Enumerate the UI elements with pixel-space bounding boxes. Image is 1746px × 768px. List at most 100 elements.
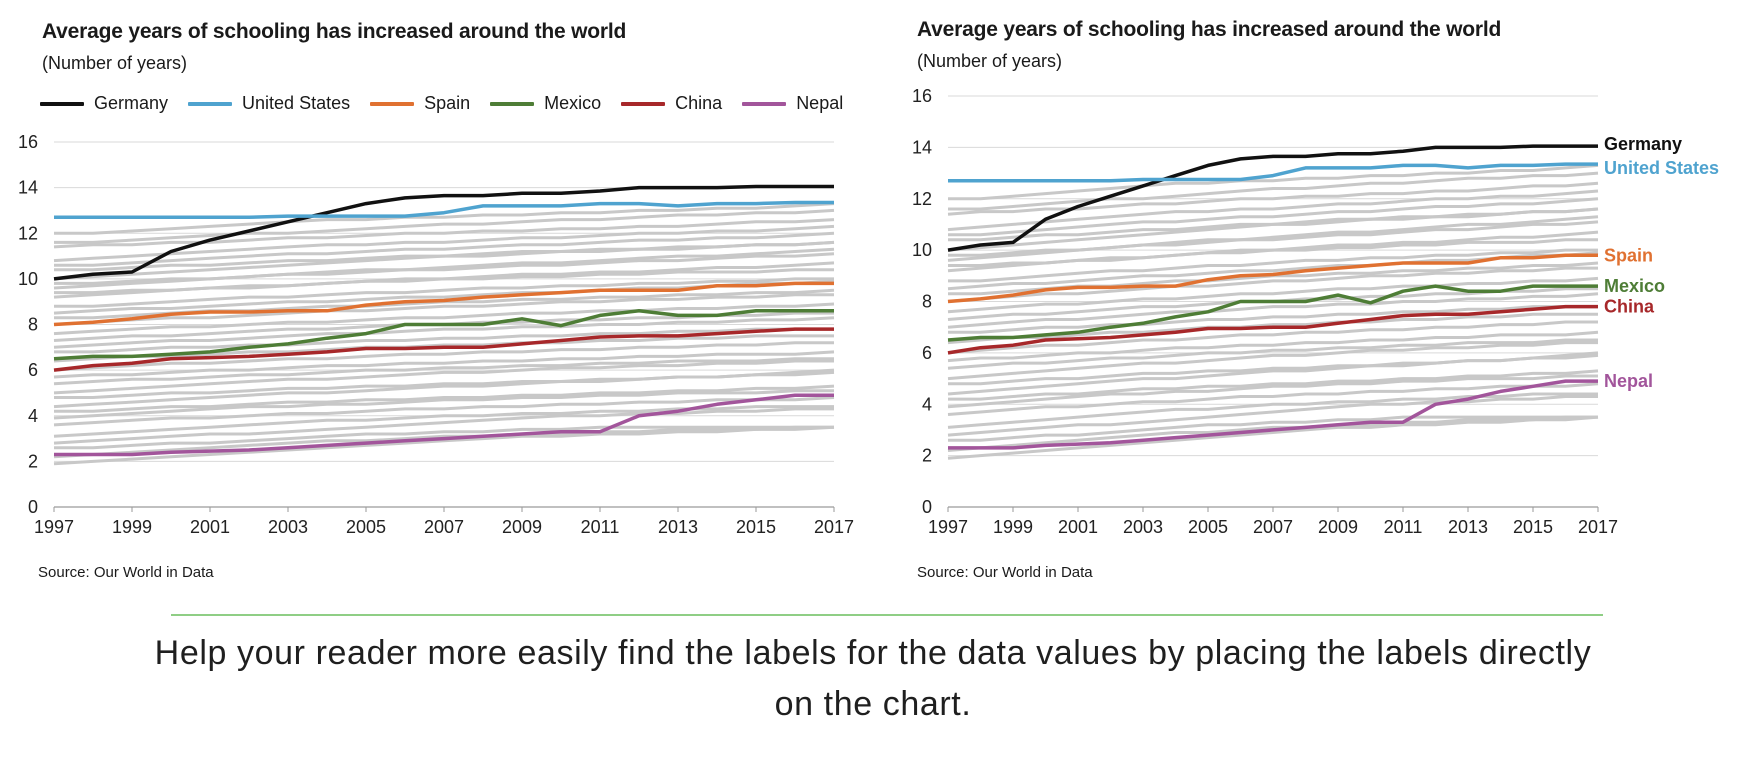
y-tick-label: 2 xyxy=(922,446,932,466)
background-country-line xyxy=(948,197,1599,237)
x-tick-label: 1997 xyxy=(928,517,968,537)
chart-title: Average years of schooling has increased… xyxy=(917,18,1502,41)
background-country-line xyxy=(53,240,835,281)
background-country-line xyxy=(53,396,835,427)
x-tick-label: 2013 xyxy=(1448,517,1488,537)
chart-source: Source: Our World in Data xyxy=(917,564,1093,581)
y-tick-label: 12 xyxy=(912,189,932,209)
background-country-line xyxy=(947,312,1598,345)
legend-swatch xyxy=(40,101,84,106)
background-country-line xyxy=(53,247,835,290)
background-country-line xyxy=(54,231,835,267)
x-tick-label: 2015 xyxy=(736,517,776,537)
y-tick-label: 10 xyxy=(912,240,932,260)
background-country-line xyxy=(53,334,834,363)
series-line-germany xyxy=(53,184,834,281)
series-line-spain xyxy=(53,281,834,327)
background-country-line xyxy=(53,341,834,372)
chart-title: Average years of schooling has increased… xyxy=(42,20,627,43)
x-tick-label: 1997 xyxy=(34,517,74,537)
background-country-line xyxy=(947,215,1599,262)
direct-label-mexico: Mexico xyxy=(1604,276,1665,296)
line-chart-right: 0 2 4 6 8 10 12 14 16 1997 1999 2001 2003 2005 2007 200… xyxy=(912,86,1719,537)
y-tick-label: 16 xyxy=(18,132,38,152)
background-country-line xyxy=(53,405,834,438)
series-line-mexico xyxy=(947,284,1598,342)
x-tick-label: 2009 xyxy=(502,517,542,537)
series-line-china xyxy=(947,304,1598,355)
chart-subtitle: (Number of years) xyxy=(42,53,188,73)
divider-line xyxy=(171,614,1603,616)
x-tick-label: 2001 xyxy=(190,517,230,537)
legend-label: Mexico xyxy=(544,93,602,113)
legend-item-spain: Spain xyxy=(370,93,470,114)
x-tick-label: 2003 xyxy=(1123,517,1163,537)
series-line-united-states xyxy=(948,162,1598,183)
legend-swatch xyxy=(188,101,233,106)
background-country-line xyxy=(947,395,1598,437)
background-country-line xyxy=(948,415,1598,442)
y-tick-label: 12 xyxy=(18,223,38,243)
x-tick-label: 2011 xyxy=(1384,517,1423,537)
background-country-line xyxy=(948,171,1599,211)
x-tick-label: 2015 xyxy=(1513,517,1553,537)
series-line-united-states xyxy=(54,200,834,220)
background-country-line xyxy=(947,351,1599,396)
legend-label: Germany xyxy=(94,93,169,113)
background-country-line xyxy=(947,230,1599,273)
background-country-line xyxy=(948,305,1598,334)
x-tick-label: 2001 xyxy=(1058,517,1098,537)
background-country-line xyxy=(54,208,835,244)
line-chart-left: 0 2 4 6 8 10 12 14 16 1997 1999 2001 2003 2005 2007 200… xyxy=(18,132,854,537)
background-country-line xyxy=(53,368,835,409)
series-line-nepal xyxy=(54,393,834,457)
legend-swatch xyxy=(742,101,787,106)
x-tick-label: 2007 xyxy=(424,517,464,537)
x-tick-label: 1999 xyxy=(993,517,1033,537)
legend-label: China xyxy=(675,93,723,113)
background-country-line xyxy=(54,327,834,354)
legend-item-china: China xyxy=(621,93,722,114)
y-tick-label: 0 xyxy=(28,497,38,517)
left-chart-panel: Average years of schooling has increased… xyxy=(0,0,873,600)
y-tick-label: 4 xyxy=(922,394,932,414)
background-country-line xyxy=(947,392,1598,429)
chart-source: Source: Our World in Data xyxy=(38,564,214,581)
background-country-line xyxy=(947,266,1598,303)
background-country-line xyxy=(53,316,835,349)
series-line-mexico xyxy=(53,309,834,361)
background-country-line xyxy=(948,220,1599,257)
background-country-line xyxy=(947,415,1598,452)
legend-swatch xyxy=(370,101,415,106)
background-country-line xyxy=(947,341,1598,381)
direct-label-united-states: United States xyxy=(1604,158,1719,178)
caption-text: Help your reader more easily find the la… xyxy=(154,634,1592,723)
y-tick-label: 8 xyxy=(28,315,38,335)
y-tick-label: 10 xyxy=(18,269,38,289)
legend-item-germany: Germany xyxy=(40,93,168,114)
chart-subtitle: (Number of years) xyxy=(917,51,1063,71)
background-country-line xyxy=(53,302,835,336)
background-country-line xyxy=(948,369,1599,401)
y-tick-label: 14 xyxy=(18,178,38,198)
direct-label-nepal: Nepal xyxy=(1604,371,1653,391)
y-tick-label: 16 xyxy=(912,86,932,106)
series-line-spain xyxy=(947,253,1598,304)
legend-label: Spain xyxy=(424,93,471,113)
background-country-line xyxy=(947,330,1599,363)
legend-item-nepal: Nepal xyxy=(742,93,843,114)
background-country-line xyxy=(53,218,835,249)
background-country-line xyxy=(947,292,1599,329)
y-tick-label: 4 xyxy=(28,406,38,426)
background-country-line xyxy=(947,374,1598,409)
legend-label: Nepal xyxy=(796,93,844,113)
background-country-line xyxy=(54,384,835,413)
background-country-line xyxy=(53,261,835,299)
background-country-line xyxy=(53,293,834,326)
legend-item-united-states: United States xyxy=(188,93,350,114)
series-line-germany xyxy=(947,144,1598,252)
x-tick-label: 2017 xyxy=(1578,517,1618,537)
background-country-line xyxy=(53,357,834,386)
background-country-line xyxy=(947,320,1598,355)
background-country-line xyxy=(54,202,835,235)
